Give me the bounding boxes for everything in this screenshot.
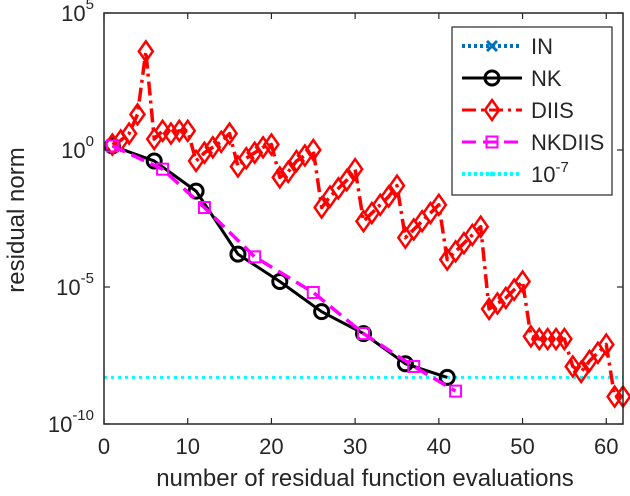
data-point: [162, 121, 180, 146]
data-point: [313, 303, 331, 321]
data-point: [296, 143, 314, 168]
data-point: [597, 332, 615, 357]
y-axis-label: residual norm: [3, 147, 30, 292]
x-tick-label: 0: [98, 434, 110, 459]
data-point: [179, 118, 197, 143]
data-point: [572, 359, 590, 385]
data-point: [306, 285, 320, 299]
data-point: [338, 167, 356, 193]
data-point: [564, 354, 582, 379]
data-point: [288, 148, 306, 174]
data-point: [221, 121, 239, 146]
axis-layer: 0 10 20 30 40 50 60 10-10 10-5 100 105: [48, 0, 623, 459]
y-tick-label: 10-10: [48, 407, 94, 437]
legend-label: 10-7: [531, 159, 569, 187]
data-point: [483, 97, 501, 123]
data-point: [488, 291, 506, 316]
legend-label: NK: [531, 66, 562, 91]
data-point: [555, 326, 573, 352]
data-point: [156, 162, 170, 176]
data-point: [204, 135, 222, 160]
data-point: [472, 214, 490, 239]
data-point: [430, 192, 448, 217]
legend-item: 10-7: [462, 159, 569, 187]
data-point: [438, 368, 456, 386]
data-point: [271, 165, 289, 190]
data-point: [279, 159, 297, 185]
data-point: [313, 195, 331, 220]
legend-label: DIIS: [531, 98, 574, 123]
data-point: [380, 184, 398, 209]
x-tick-label: 20: [259, 434, 283, 459]
x-tick-label: 30: [343, 434, 367, 459]
series-diis: [103, 39, 630, 409]
data-point: [262, 132, 280, 157]
data-point: [145, 152, 163, 170]
data-point: [449, 384, 463, 398]
data-point: [304, 137, 322, 163]
data-point: [355, 325, 372, 343]
x-tick-label: 60: [594, 434, 618, 459]
data-point: [197, 201, 211, 215]
series-line: [111, 144, 457, 393]
x-tick-label: 10: [175, 434, 199, 459]
data-point: [396, 355, 414, 373]
data-point: [407, 359, 421, 373]
data-point: [480, 296, 498, 322]
legend-label: IN: [531, 34, 553, 59]
data-point: [254, 135, 272, 160]
y-tick-label: 10-5: [56, 270, 94, 300]
data-point: [246, 140, 264, 165]
data-point: [357, 327, 370, 341]
data-point: [237, 146, 255, 171]
data-point: [388, 173, 406, 198]
data-point: [346, 157, 364, 182]
legend-item: IN: [462, 34, 553, 59]
data-point: [137, 39, 155, 64]
data-point: [485, 39, 499, 53]
data-point: [195, 140, 213, 165]
legend-item: DIIS: [462, 97, 574, 123]
x-tick-label: 40: [427, 434, 451, 459]
series-layer: [103, 39, 630, 409]
data-point: [483, 69, 501, 87]
data-point: [271, 273, 289, 291]
series-nkdiis: [105, 139, 463, 398]
y-tick-label: 105: [61, 0, 94, 26]
data-point: [485, 135, 499, 149]
x-axis-label: number of residual function evaluations: [156, 465, 574, 492]
data-point: [128, 102, 147, 127]
x-tick-label: 50: [510, 434, 534, 459]
data-point: [514, 269, 532, 294]
legend-box: [451, 26, 613, 196]
data-point: [229, 245, 247, 263]
data-point: [105, 139, 119, 153]
legend-item: NK: [462, 66, 562, 91]
data-point: [489, 171, 495, 177]
y-tick-label: 100: [61, 133, 94, 163]
data-point: [248, 250, 262, 264]
plot-frame: [103, 12, 624, 425]
legend-label: NKDIIS: [531, 130, 604, 155]
data-point: [120, 121, 138, 146]
legend-item: NKDIIS: [462, 130, 604, 155]
